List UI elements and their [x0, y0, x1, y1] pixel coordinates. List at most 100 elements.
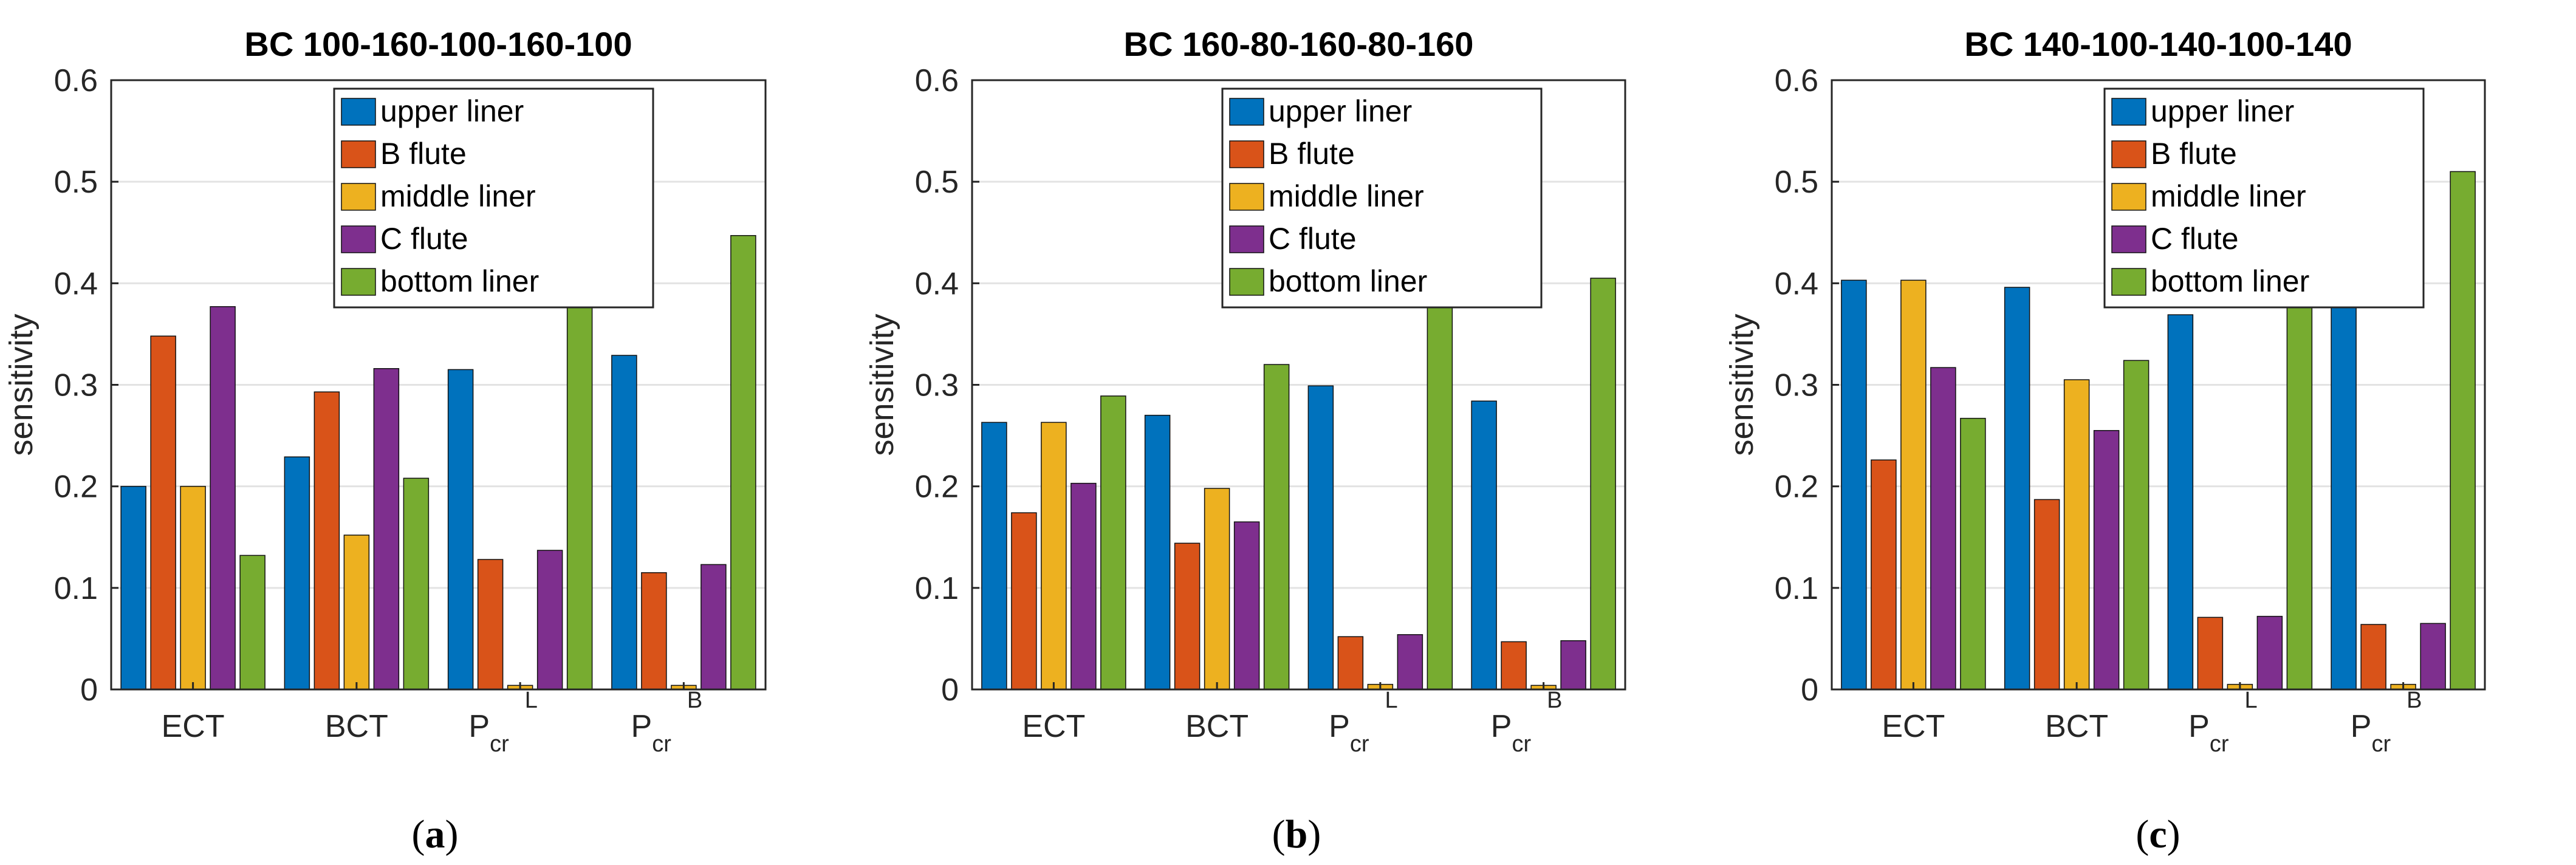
- panel-label-letter: a: [425, 812, 445, 856]
- legend-swatch: [341, 268, 376, 296]
- bar-middle-liner-bct: [343, 535, 370, 690]
- bar-C-flute-p-b: [701, 564, 727, 690]
- legend-swatch: [2111, 183, 2146, 211]
- bar-middle-liner-bct: [2063, 379, 2090, 690]
- bar-bottom-liner-ect: [1100, 395, 1126, 690]
- x-tick-label-superscript: B: [2406, 688, 2422, 713]
- bar-C-flute-ect: [210, 306, 236, 690]
- bar-B-flute-p-l: [2197, 617, 2224, 690]
- legend-box: [333, 87, 654, 309]
- bar-upper-liner-bct: [284, 456, 310, 690]
- legend: upper liner B flute middle liner C flute bot…: [2103, 87, 2425, 309]
- x-tick-label-main: BCT: [325, 709, 388, 744]
- bar-bottom-liner-p-b: [730, 235, 756, 690]
- x-tick-label-main: ECT: [1022, 709, 1085, 744]
- x-tick-label-subscript: cr: [2210, 731, 2229, 757]
- legend-swatch: [341, 183, 376, 211]
- legend-entry: B flute: [380, 137, 467, 171]
- bar-middle-liner-bct: [1204, 488, 1230, 690]
- legend-entry: B flute: [1269, 137, 1355, 171]
- x-tick-label-superscript: B: [687, 688, 702, 713]
- bar-B-flute-p-b: [641, 572, 667, 690]
- legend-entry: bottom liner: [2151, 264, 2309, 298]
- bar-C-flute-bct: [2093, 429, 2120, 690]
- y-tick-label: 0.3: [915, 368, 959, 403]
- x-tick-label-main: P: [1491, 709, 1512, 744]
- y-tick-label: 0.3: [1775, 368, 1818, 403]
- bar-upper-liner-ect: [120, 485, 146, 690]
- x-tick-label-main: P: [631, 709, 653, 744]
- y-axis-label: sensitivity: [1724, 313, 1760, 456]
- x-tick-label: Pcr B: [1491, 688, 1563, 757]
- bar-B-flute-bct: [2033, 499, 2060, 690]
- x-tick-label-main: ECT: [162, 709, 225, 744]
- bar-B-flute-p-b: [2360, 624, 2386, 690]
- bar-C-flute-p-b: [1560, 640, 1586, 690]
- axes-box: [110, 79, 767, 691]
- legend-swatch: [2111, 225, 2146, 253]
- x-tick-label-main: P: [2188, 709, 2210, 744]
- legend-box: [1221, 87, 1543, 309]
- x-tick-label-superscript: L: [525, 688, 538, 713]
- legend-entry: upper liner: [1269, 94, 1412, 128]
- x-tick-label-main: BCT: [2045, 709, 2108, 744]
- bar-C-flute-ect: [1070, 482, 1097, 690]
- bar-bottom-liner-p-b: [2450, 171, 2476, 690]
- x-tick-label-subscript: cr: [490, 731, 509, 757]
- y-tick-label: 0.5: [915, 165, 959, 200]
- legend-swatch: [2111, 98, 2146, 126]
- legend-entry: middle liner: [2151, 179, 2306, 213]
- y-tick-label: 0.6: [915, 63, 959, 98]
- x-tick-label-main: P: [1329, 709, 1350, 744]
- y-axis-label: sensitivity: [864, 313, 900, 456]
- legend-swatch: [341, 140, 376, 168]
- bar-C-flute-bct: [1233, 521, 1260, 690]
- bar-upper-liner-ect: [1841, 279, 1867, 690]
- bar-C-flute-p-l: [2256, 615, 2283, 690]
- legend-swatch: [2111, 268, 2146, 296]
- x-tick-label: Pcr L: [468, 688, 537, 757]
- x-tick-label-superscript: B: [1547, 688, 1562, 713]
- bar-upper-liner-bct: [1144, 414, 1171, 690]
- bar-upper-liner-p-b: [1471, 400, 1497, 690]
- legend-entry: C flute: [380, 222, 468, 256]
- legend-swatch: [1229, 183, 1264, 211]
- x-tick-label: BCT: [325, 709, 388, 744]
- bar-B-flute-ect: [150, 335, 176, 690]
- bar-upper-liner-p-b: [2331, 307, 2357, 690]
- x-tick-label-main: BCT: [1185, 709, 1249, 744]
- x-tick-label-subscript: cr: [652, 731, 671, 757]
- x-tick-label: Pcr B: [631, 688, 703, 757]
- y-tick-label: 0.2: [1775, 470, 1818, 505]
- legend-entry: middle liner: [380, 179, 536, 213]
- bar-bottom-liner-p-l: [1427, 263, 1453, 690]
- legend: upper liner B flute middle liner C flute bot…: [333, 87, 654, 309]
- panel-label: (b): [1272, 812, 1321, 856]
- legend-entry: upper liner: [2151, 94, 2294, 128]
- legend-entry: C flute: [1269, 222, 1357, 256]
- bar-upper-liner-p-l: [1307, 385, 1334, 690]
- legend-swatch: [1229, 98, 1264, 126]
- panel-label-close: ): [2167, 812, 2180, 856]
- legend-entry: bottom liner: [380, 264, 539, 298]
- x-tick-label-main: P: [2351, 709, 2372, 744]
- panel-label-open: (: [2136, 812, 2149, 856]
- x-tick-label-subscript: cr: [1512, 731, 1531, 757]
- bar-B-flute-bct: [1174, 542, 1201, 690]
- legend-swatch: [1229, 268, 1264, 296]
- bar-B-flute-p-l: [477, 559, 504, 690]
- bar-bottom-liner-ect: [239, 555, 265, 690]
- panel-label-letter: b: [1286, 812, 1308, 856]
- y-tick-label: 0: [1801, 672, 1818, 708]
- panel-label-close: ): [1307, 812, 1321, 856]
- legend-swatch: [1229, 140, 1264, 168]
- panel-label-open: (: [412, 812, 425, 856]
- y-tick-label: 0.2: [54, 470, 98, 505]
- legend-entry: middle liner: [1269, 179, 1424, 213]
- chart-panel-a: 0 0.1 0.2 0.3 0.4 0.5 0.6 ECT BCT Pcr L Pcr B BC 100-…: [3, 25, 767, 856]
- bar-middle-liner-ect: [180, 485, 206, 690]
- legend-swatch: [341, 225, 376, 253]
- legend-entry: upper liner: [380, 94, 524, 128]
- y-tick-label: 0.1: [1775, 571, 1818, 606]
